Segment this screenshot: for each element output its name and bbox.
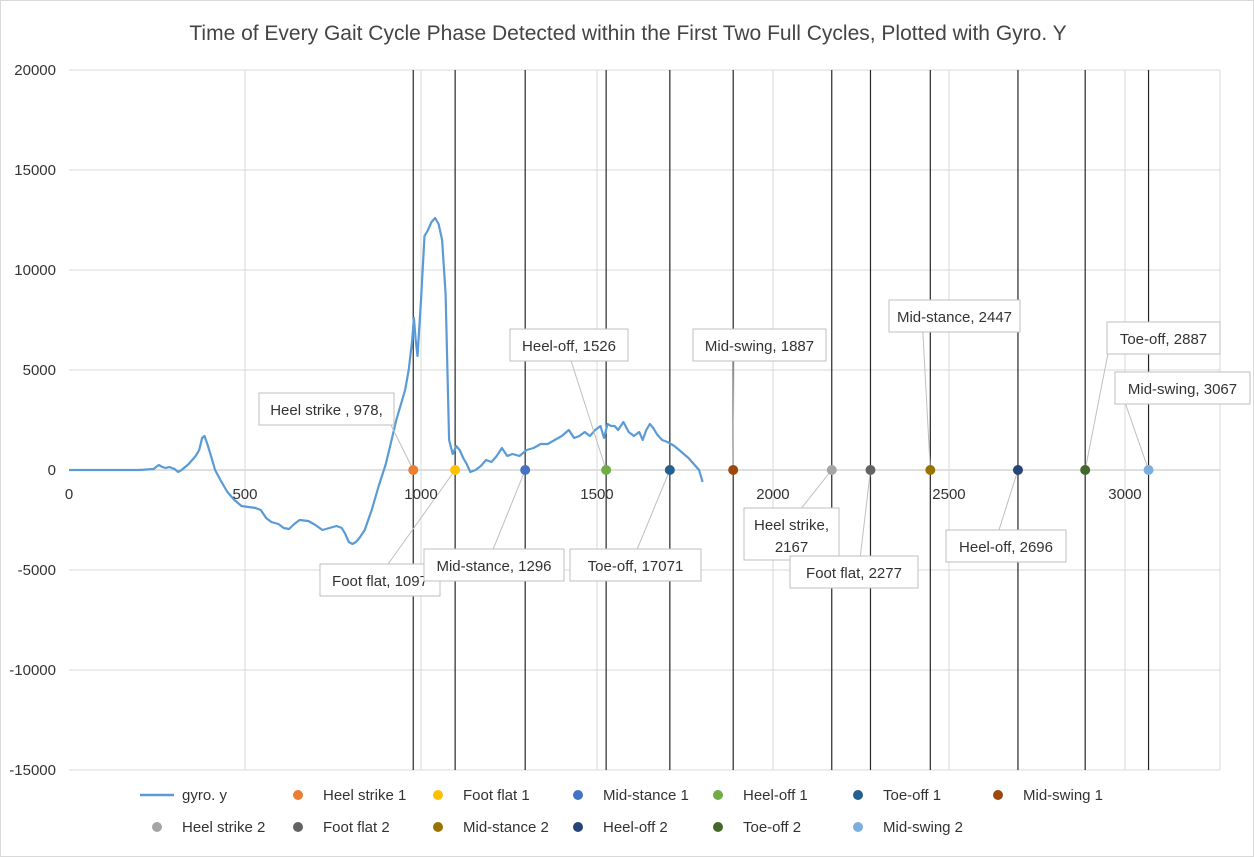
- y-tick-label: 5000: [23, 362, 56, 379]
- y-tick-label: -15000: [9, 762, 56, 779]
- legend-swatch-dot: [853, 790, 863, 800]
- legend-swatch-dot: [853, 822, 863, 832]
- annotation-box: [319, 563, 441, 597]
- legend-label: Mid-swing 1: [1023, 787, 1103, 804]
- annotation-box: [888, 299, 1021, 333]
- annotation-leader: [997, 469, 1019, 534]
- x-tick-label: 3000: [1108, 486, 1141, 503]
- annotation-label: Toe-off, 17071: [588, 558, 684, 575]
- annotation-leader: [635, 469, 671, 553]
- annotation-label: 2167: [775, 539, 808, 556]
- annotation-box: [509, 328, 629, 362]
- phase-marker: [826, 465, 837, 475]
- phase-marker: [664, 465, 675, 475]
- phase-marker: [601, 465, 612, 475]
- annotation-box: [789, 555, 919, 589]
- y-tick-label: 15000: [14, 162, 56, 179]
- annotation-leader: [565, 344, 607, 471]
- phase-marker: [408, 465, 419, 475]
- y-tick-label: -10000: [9, 662, 56, 679]
- phase-marker: [925, 465, 936, 475]
- phase-marker: [1080, 465, 1091, 475]
- legend-swatch-dot: [293, 822, 303, 832]
- annotation-box: [258, 392, 395, 426]
- legend-label: Heel-off 2: [603, 819, 668, 836]
- legend-label: Toe-off 1: [883, 787, 941, 804]
- x-tick-label: 0: [65, 486, 73, 503]
- annotation-box: [569, 548, 702, 582]
- legend-label: Heel strike 1: [323, 787, 406, 804]
- annotation-box: [1106, 321, 1221, 355]
- chart-title: Time of Every Gait Cycle Phase Detected …: [189, 22, 1066, 45]
- annotation-label: Foot flat, 1097: [332, 573, 428, 590]
- phase-marker: [728, 465, 739, 475]
- tick-layer: -15000 -10000 -5000 0 5000 10000 15000 20000 0 50…: [9, 62, 1141, 779]
- legend-label: Mid-stance 1: [603, 787, 689, 804]
- grid-layer: [69, 69, 1221, 771]
- legend-label: Foot flat 2: [323, 819, 390, 836]
- legend-label: Mid-swing 2: [883, 819, 963, 836]
- annotation-leader: [732, 344, 735, 471]
- legend-label: Mid-stance 2: [463, 819, 549, 836]
- annotation-label: Heel-off, 1526: [522, 338, 616, 355]
- annotation-label: Mid-stance, 2447: [897, 309, 1012, 326]
- legend-swatch-dot: [433, 822, 443, 832]
- annotation-leader: [491, 469, 526, 553]
- annotation-label: Toe-off, 2887: [1120, 331, 1207, 348]
- annotation-box: [692, 328, 827, 362]
- annotation-leader: [921, 315, 931, 471]
- y-tick-label: 0: [48, 462, 56, 479]
- legend-label: Foot flat 1: [463, 787, 530, 804]
- phase-lines-layer: [412, 70, 1150, 770]
- annotation-layer: Heel strike , 978, Foot flat, 1097 Mid-sta…: [258, 299, 1251, 597]
- annotation-box: [423, 548, 565, 582]
- annotation-label: Mid-swing, 3067: [1128, 381, 1237, 398]
- legend-swatch-dot: [573, 822, 583, 832]
- x-tick-label: 1500: [580, 486, 613, 503]
- phase-marker: [1012, 465, 1023, 475]
- x-tick-label: 2000: [756, 486, 789, 503]
- annotation-label: Mid-stance, 1296: [436, 558, 551, 575]
- annotation-label: Foot flat, 2277: [806, 565, 902, 582]
- annotation-box: [743, 507, 840, 561]
- annotation-box: [1114, 371, 1251, 405]
- annotation-box: [945, 529, 1067, 563]
- legend-swatch-dot: [433, 790, 443, 800]
- legend-label: Heel strike 2: [182, 819, 265, 836]
- marker-layer: [408, 465, 1154, 475]
- x-tick-label: 1000: [404, 486, 437, 503]
- legend-label: Toe-off 2: [743, 819, 801, 836]
- legend-label: Heel-off 1: [743, 787, 808, 804]
- y-tick-label: -5000: [18, 562, 56, 579]
- series-layer: [69, 216, 704, 546]
- phase-marker: [1143, 465, 1154, 475]
- annotation-leader: [859, 469, 871, 560]
- y-tick-label: 20000: [14, 62, 56, 79]
- series-line-gyro-y: [69, 216, 704, 546]
- legend: gyro. y Heel strike 1 Foot flat 1 Mid-stanc…: [140, 787, 1103, 836]
- annotation-label: Mid-swing, 1887: [705, 338, 814, 355]
- legend-swatch-dot: [713, 790, 723, 800]
- legend-label: gyro. y: [182, 787, 228, 804]
- annotation-label: Heel strike , 978,: [270, 402, 383, 419]
- legend-swatch-dot: [713, 822, 723, 832]
- legend-swatch-dot: [993, 790, 1003, 800]
- legend-swatch-dot: [152, 822, 162, 832]
- annotation-leader: [385, 469, 456, 568]
- y-tick-label: 10000: [14, 262, 56, 279]
- annotation-label: Heel strike,: [754, 517, 829, 534]
- annotation-label: Heel-off, 2696: [959, 539, 1053, 556]
- x-tick-label: 500: [232, 486, 257, 503]
- phase-marker: [520, 465, 531, 475]
- phase-marker: [865, 465, 876, 475]
- legend-swatch-dot: [573, 790, 583, 800]
- x-tick-label: 2500: [932, 486, 965, 503]
- legend-swatch-dot: [293, 790, 303, 800]
- phase-marker: [450, 465, 461, 475]
- annotation-leader: [1084, 337, 1112, 471]
